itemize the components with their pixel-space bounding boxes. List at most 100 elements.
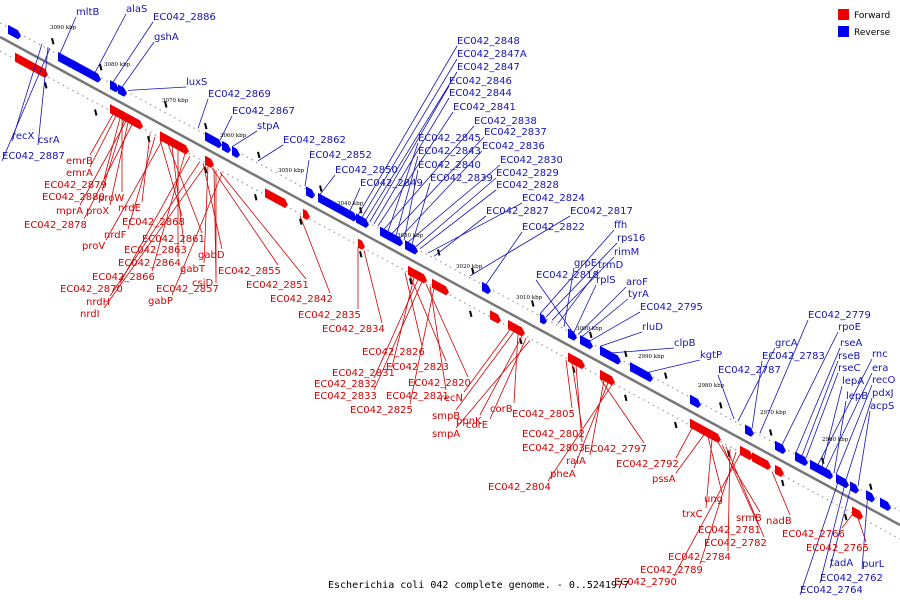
- reverse-gene-label: grcA: [775, 338, 798, 349]
- reverse-gene-label: EC042_2849: [360, 178, 423, 189]
- forward-leader-line: [727, 448, 731, 552]
- forward-gene-block: [160, 131, 189, 155]
- reverse-gene-label: kgtP: [700, 350, 722, 361]
- reverse-gene-label: tadA: [830, 558, 853, 569]
- forward-gene-label: gabT: [180, 264, 206, 275]
- forward-leader-line: [373, 281, 423, 391]
- reverse-leader-line: [365, 71, 458, 220]
- reverse-gene-block: [850, 481, 859, 494]
- reverse-gene-label: rpoE: [838, 322, 861, 333]
- forward-gene-label: nadB: [766, 516, 792, 527]
- forward-gene-label: recN: [440, 393, 463, 404]
- reverse-leader-line: [557, 269, 599, 324]
- forward-gene-label: EC042_2804: [488, 482, 551, 493]
- genome-backbone: [0, 35, 900, 527]
- reverse-gene-label: EC042_2846: [449, 76, 512, 87]
- forward-gene-label: EC042_2782: [704, 538, 767, 549]
- track-tick: [664, 372, 668, 379]
- forward-gene-label: gabP: [148, 296, 173, 307]
- forward-gene-label: mprA: [56, 206, 83, 217]
- forward-gene-label: EC042_2821: [386, 391, 449, 402]
- reverse-gene-label: rimM: [614, 247, 639, 258]
- reverse-gene-label: EC042_2779: [808, 310, 871, 321]
- forward-leader-line: [83, 124, 133, 220]
- track-tick: [869, 483, 873, 490]
- reverse-leader-line: [433, 215, 487, 257]
- legend-reverse-swatch: [838, 26, 849, 37]
- forward-leader-line: [105, 140, 163, 241]
- forward-leader-line: [721, 444, 759, 525]
- scale-label: 3030 kbp: [397, 233, 424, 239]
- forward-gene-label: EC042_2792: [616, 459, 679, 470]
- forward-leader-line: [479, 335, 523, 416]
- forward-gene-label: EC042_2803: [522, 443, 585, 454]
- forward-gene-label: EC042_2878: [24, 220, 87, 231]
- forward-leader-line: [89, 115, 117, 168]
- forward-leader-line: [171, 173, 223, 296]
- forward-leader-line: [103, 117, 121, 180]
- forward-gene-label: pheA: [550, 469, 576, 480]
- forward-gene-label: csiD: [192, 278, 213, 289]
- forward-gene-label: smpB: [432, 411, 460, 422]
- legend-forward-swatch: [838, 9, 849, 20]
- reverse-leader-line: [581, 298, 629, 337]
- reverse-gene-label: tyrA: [628, 289, 649, 300]
- legend: Forward Reverse: [838, 9, 891, 38]
- reverse-gene-label: csrA: [38, 135, 60, 146]
- reverse-gene-block: [745, 424, 754, 437]
- forward-gene-block: [740, 445, 753, 461]
- reverse-gene-label: EC042_2847: [457, 62, 520, 73]
- forward-gene-label: EC042_2832: [314, 379, 377, 390]
- reverse-gene-label: clpB: [674, 338, 696, 349]
- reverse-gene-label: EC042_2830: [500, 155, 563, 166]
- reverse-gene-block: [482, 281, 491, 295]
- scale-label: 3000 kbp: [576, 326, 603, 332]
- reverse-gene-label: EC042_2887: [2, 151, 65, 162]
- track-tick: [204, 166, 208, 174]
- track-tick: [719, 402, 723, 409]
- forward-leader-line: [705, 439, 713, 509]
- forward-leader-line: [589, 380, 605, 456]
- reverse-gene-label: stpA: [257, 121, 279, 132]
- reverse-gene-block: [306, 186, 315, 199]
- reverse-leader-line: [737, 347, 776, 422]
- track-tick: [299, 218, 303, 225]
- reverse-gene-label: recX: [12, 131, 35, 142]
- track-tick: [531, 300, 535, 307]
- track-tick: [44, 82, 48, 89]
- track-tick: [471, 267, 475, 275]
- forward-leader-line: [103, 164, 207, 309]
- reverse-gene-label: EC042_2841: [453, 102, 516, 113]
- forward-leader-line: [857, 518, 867, 543]
- scale-label: 3060 kbp: [220, 133, 247, 139]
- forward-leader-line: [109, 122, 129, 206]
- forward-gene-label: EC042_2880: [42, 192, 105, 203]
- forward-leader-line: [373, 279, 419, 379]
- forward-leader-line: [219, 172, 307, 280]
- forward-gene-label: EC042_2842: [270, 294, 333, 305]
- reverse-leader-line: [361, 58, 458, 218]
- scale-label: 3050 kbp: [278, 168, 305, 174]
- forward-leader-line: [79, 121, 127, 206]
- reverse-leader-line: [539, 229, 615, 315]
- reverse-gene-block: [205, 131, 222, 149]
- reverse-leader-line: [219, 115, 233, 141]
- reverse-gene-block: [232, 146, 240, 159]
- reverse-gene-block: [222, 140, 231, 154]
- forward-leader-line: [299, 215, 331, 294]
- forward-gene-label: trxC: [682, 509, 703, 520]
- forward-leader-line: [203, 165, 209, 264]
- forward-gene-label: EC042_2851: [246, 280, 309, 291]
- forward-gene-label: EC042_2766: [782, 529, 845, 540]
- reverse-gene-label: EC042_2829: [496, 168, 559, 179]
- forward-gene-block: [205, 155, 214, 168]
- reverse-gene-label: EC042_2762: [820, 573, 883, 584]
- forward-leader-line: [463, 329, 511, 393]
- label-leader-lines: [1, 13, 873, 596]
- forward-gene-label: EC042_2861: [142, 234, 205, 245]
- forward-leader-line: [707, 436, 723, 494]
- reverse-gene-label: trmD: [598, 260, 624, 271]
- forward-gene-label: EC042_2784: [668, 552, 731, 563]
- reverse-gene-label: lepB: [846, 391, 868, 402]
- forward-gene-block: [852, 506, 863, 520]
